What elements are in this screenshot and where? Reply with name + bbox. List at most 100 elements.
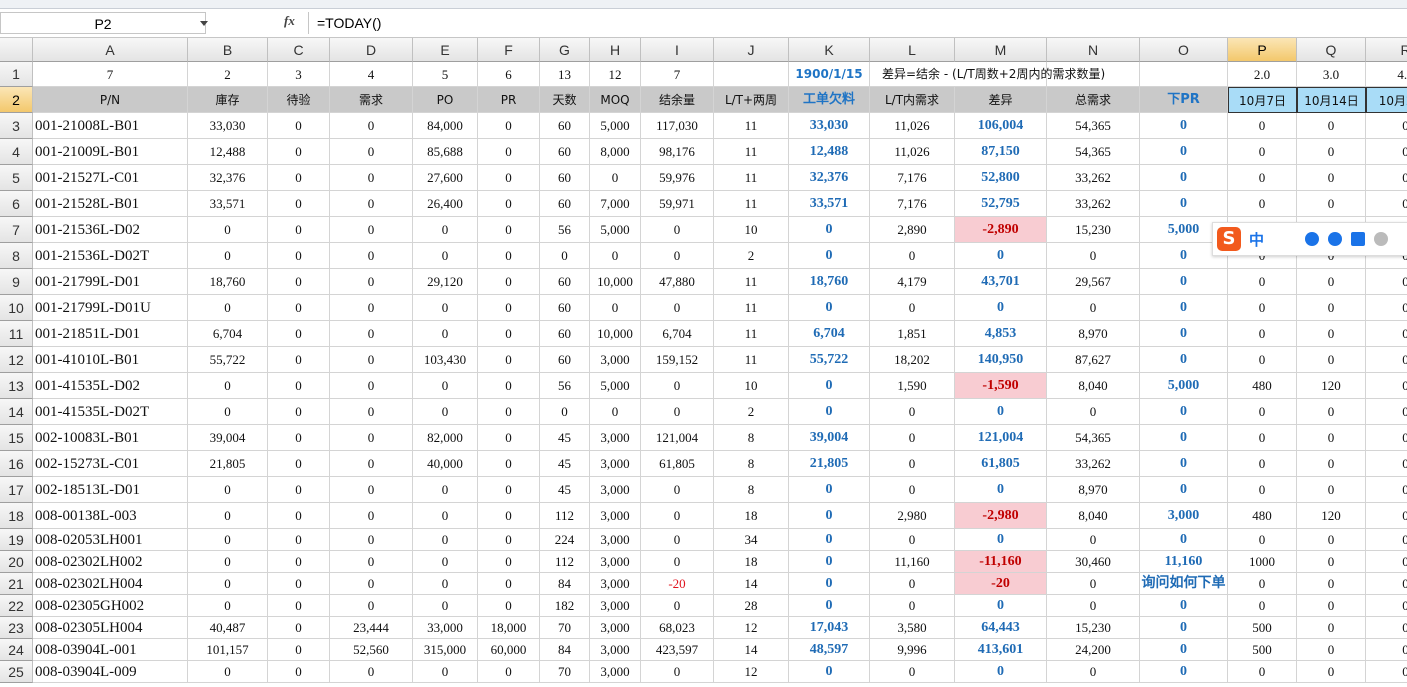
cell[interactable]: 12 — [590, 62, 641, 87]
column-header[interactable]: N — [1047, 38, 1140, 62]
cell[interactable]: 0 — [641, 595, 714, 617]
cell[interactable]: 001-21536L-D02 — [33, 217, 188, 243]
cell[interactable]: 121,004 — [641, 425, 714, 451]
cell[interactable]: 3.0 — [1297, 62, 1366, 87]
row-header[interactable]: 6 — [0, 191, 33, 217]
cell[interactable]: 43,701 — [955, 269, 1047, 295]
cell[interactable]: 0 — [1297, 529, 1366, 551]
cell[interactable]: 0 — [1228, 347, 1297, 373]
cell[interactable]: 0 — [478, 113, 540, 139]
cell[interactable]: 6,704 — [789, 321, 870, 347]
cell[interactable]: 117,030 — [641, 113, 714, 139]
empty-cell[interactable] — [714, 62, 789, 87]
cell[interactable]: 11 — [714, 165, 789, 191]
row-header[interactable]: 4 — [0, 139, 33, 165]
cell[interactable]: 52,800 — [955, 165, 1047, 191]
cell[interactable]: 60 — [540, 347, 590, 373]
cell[interactable]: 0 — [413, 477, 478, 503]
cell[interactable]: 21,805 — [188, 451, 268, 477]
cell[interactable]: 0 — [870, 573, 955, 595]
cell[interactable]: 5,000 — [590, 113, 641, 139]
cell[interactable]: 1,590 — [870, 373, 955, 399]
cell[interactable]: 工单欠料 — [789, 87, 870, 113]
cell[interactable]: 500 — [1228, 617, 1297, 639]
cell[interactable]: 3,000 — [590, 425, 641, 451]
cell[interactable]: 0 — [1140, 617, 1228, 639]
column-header[interactable]: B — [188, 38, 268, 62]
cell[interactable]: 1900/1/15 — [789, 62, 870, 87]
row-header[interactable]: 2 — [0, 87, 33, 113]
cell[interactable]: 0 — [330, 165, 413, 191]
cell[interactable]: 60,000 — [478, 639, 540, 661]
cell[interactable]: 0 — [870, 451, 955, 477]
cell[interactable]: 59,971 — [641, 191, 714, 217]
cell[interactable]: 0 — [268, 661, 330, 683]
cell[interactable]: 0 — [413, 373, 478, 399]
cell[interactable]: 70 — [540, 617, 590, 639]
cell[interactable]: 3,000 — [1140, 503, 1228, 529]
cell[interactable]: 需求 — [330, 87, 413, 113]
cell[interactable]: 0 — [1228, 295, 1297, 321]
cell[interactable]: 0 — [1297, 639, 1366, 661]
cell[interactable]: 0 — [641, 373, 714, 399]
cell[interactable]: 34 — [714, 529, 789, 551]
cell[interactable]: 0 — [268, 617, 330, 639]
cell[interactable]: 0 — [1047, 399, 1140, 425]
cell[interactable]: 0 — [1228, 425, 1297, 451]
column-header[interactable]: H — [590, 38, 641, 62]
cell[interactable]: 3,000 — [590, 529, 641, 551]
cell[interactable]: 002-18513L-D01 — [33, 477, 188, 503]
cell[interactable]: 0 — [268, 139, 330, 165]
row-header[interactable]: 20 — [0, 551, 33, 573]
cell[interactable]: 0 — [188, 661, 268, 683]
cell[interactable]: 0 — [330, 347, 413, 373]
cell[interactable]: 0 — [268, 373, 330, 399]
cell[interactable]: 0 — [1366, 503, 1407, 529]
cell[interactable]: 0 — [478, 217, 540, 243]
cell[interactable]: 0 — [1228, 269, 1297, 295]
cell[interactable]: 0 — [1297, 347, 1366, 373]
cell[interactable]: 0 — [1047, 661, 1140, 683]
cell[interactable]: 0 — [1140, 139, 1228, 165]
cell[interactable]: 0 — [268, 191, 330, 217]
cell[interactable]: 0 — [1366, 191, 1407, 217]
ime-icon[interactable] — [1351, 232, 1365, 246]
cell[interactable]: 6 — [478, 62, 540, 87]
cell[interactable]: 0 — [478, 551, 540, 573]
cell[interactable]: 0 — [413, 529, 478, 551]
cell[interactable]: MOQ — [590, 87, 641, 113]
row-header[interactable]: 3 — [0, 113, 33, 139]
cell[interactable]: 002-10083L-B01 — [33, 425, 188, 451]
cell[interactable]: 0 — [1228, 529, 1297, 551]
corner[interactable] — [0, 38, 33, 62]
cell[interactable]: 4,853 — [955, 321, 1047, 347]
cell[interactable]: 0 — [413, 503, 478, 529]
cell[interactable]: 008-02302LH002 — [33, 551, 188, 573]
cell[interactable]: 0 — [641, 243, 714, 269]
cell[interactable]: 0 — [478, 399, 540, 425]
cell[interactable]: 33,030 — [188, 113, 268, 139]
cell[interactable]: 0 — [1297, 477, 1366, 503]
cell[interactable]: 0 — [789, 595, 870, 617]
cell[interactable]: 001-21799L-D01 — [33, 269, 188, 295]
cell[interactable]: 0 — [330, 399, 413, 425]
cell[interactable]: PR — [478, 87, 540, 113]
cell[interactable]: 0 — [1140, 113, 1228, 139]
cell[interactable]: 0 — [478, 661, 540, 683]
cell[interactable]: 121,004 — [955, 425, 1047, 451]
column-header[interactable]: I — [641, 38, 714, 62]
cell[interactable]: 32,376 — [789, 165, 870, 191]
cell[interactable]: 0 — [1366, 347, 1407, 373]
cell[interactable]: 0 — [1228, 451, 1297, 477]
cell[interactable]: 7,000 — [590, 191, 641, 217]
empty-cell[interactable] — [1140, 62, 1228, 87]
cell[interactable]: 56 — [540, 373, 590, 399]
cell[interactable]: 3,000 — [590, 477, 641, 503]
cell[interactable]: 0 — [330, 503, 413, 529]
cell[interactable]: 0 — [330, 595, 413, 617]
cell[interactable]: 001-41535L-D02 — [33, 373, 188, 399]
cell[interactable]: 52,795 — [955, 191, 1047, 217]
cell[interactable]: 0 — [1366, 113, 1407, 139]
cell[interactable]: 11 — [714, 295, 789, 321]
cell[interactable]: 11 — [714, 191, 789, 217]
